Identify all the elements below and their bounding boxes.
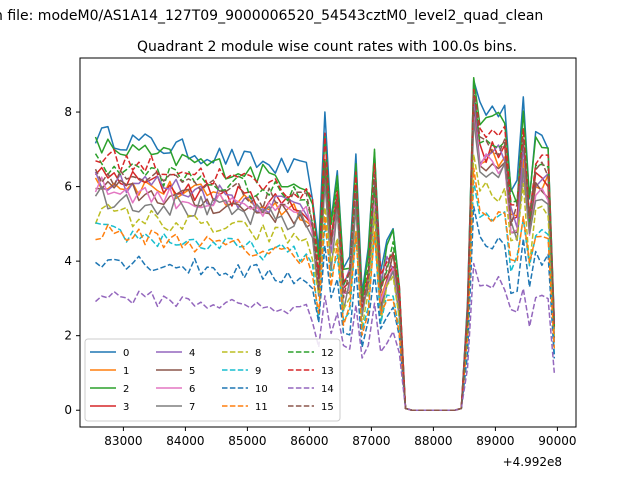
series-line-13 — [95, 88, 556, 411]
plot-frame — [79, 57, 577, 428]
legend-label-12: 12 — [321, 348, 334, 359]
x-tick-label: 89000 — [476, 434, 514, 448]
legend-label-3: 3 — [123, 402, 129, 413]
y-tick-label: 4 — [64, 254, 72, 268]
series-layer — [94, 76, 556, 411]
legend-label-11: 11 — [255, 402, 268, 413]
legend-label-8: 8 — [255, 348, 261, 359]
x-tick-label: 87000 — [352, 434, 390, 448]
legend-label-13: 13 — [321, 366, 334, 377]
legend-label-9: 9 — [255, 366, 261, 377]
series-line-8 — [94, 153, 556, 411]
legend-label-10: 10 — [255, 384, 268, 395]
y-tick-label: 8 — [64, 105, 72, 119]
series-line-11 — [95, 167, 556, 411]
y-tick-label: 6 — [64, 180, 72, 194]
legend-label-2: 2 — [123, 384, 129, 395]
legend-label-14: 14 — [321, 384, 334, 395]
series-line-10 — [95, 205, 556, 411]
x-tick-label: 88000 — [414, 434, 452, 448]
series-line-12 — [94, 87, 556, 411]
series-line-9 — [95, 180, 556, 411]
y-tick-label: 2 — [64, 329, 72, 343]
series-line-0 — [94, 79, 556, 411]
legend-label-6: 6 — [189, 384, 195, 395]
series-line-14 — [95, 262, 556, 411]
legend-label-1: 1 — [123, 366, 129, 377]
legend-label-5: 5 — [189, 366, 195, 377]
legend-label-0: 0 — [123, 348, 129, 359]
legend-box — [84, 338, 341, 422]
legend-label-15: 15 — [321, 402, 334, 413]
x-tick-label: 85000 — [228, 434, 266, 448]
x-tick-label: 90000 — [538, 434, 576, 448]
y-tick-label: 0 — [64, 403, 72, 417]
figure-suptitle: n file: modeM0/AS1A14_127T09_9000006520_… — [0, 8, 543, 24]
x-tick-label: 86000 — [290, 434, 328, 448]
series-line-15 — [94, 92, 556, 411]
legend-label-7: 7 — [189, 402, 195, 413]
legend-label-4: 4 — [189, 348, 195, 359]
axes-layer: 83000 84000 85000 86000 87000 88000 89000 90000… — [64, 57, 577, 448]
series-line-2 — [94, 76, 556, 411]
x-axis-offset-label: +4.992e8 — [503, 455, 562, 469]
x-tick-label: 84000 — [166, 434, 204, 448]
chart-title: Quadrant 2 module wise count rates with … — [137, 39, 517, 55]
x-tick-label: 83000 — [104, 434, 142, 448]
